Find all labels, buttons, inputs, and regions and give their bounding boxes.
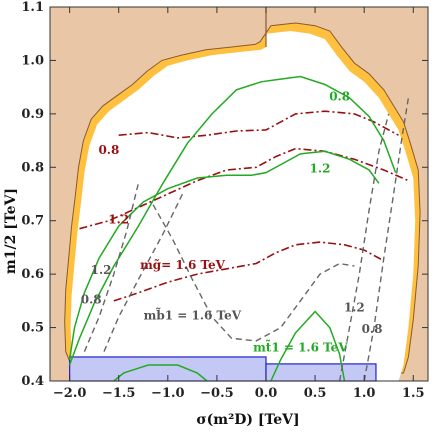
contour-label-9: 1.2 — [344, 301, 365, 315]
x-tick-label: 1.5 — [402, 386, 425, 401]
contour-gluino-0 — [118, 110, 399, 139]
contour-stop-5 — [113, 364, 208, 382]
contour-gluino-2 — [113, 241, 385, 302]
plot-frame — [49, 6, 429, 382]
x-tick-label: −1.5 — [102, 386, 136, 401]
y-tick-label: 1.1 — [21, 0, 44, 15]
y-tick-label: 0.5 — [21, 321, 44, 336]
y-tick-label: 0.7 — [21, 214, 44, 229]
contour-label-0: 0.8 — [98, 143, 119, 157]
y-tick-label: 0.8 — [21, 160, 44, 175]
allowed-region — [69, 31, 416, 381]
contour-gluino-1 — [79, 147, 409, 230]
contour-label-8: mb̃1 = 1.6 TeV — [144, 306, 242, 322]
x-tick-label: −0.5 — [200, 386, 234, 401]
x-axis-title: σ(m²D) [TeV] — [196, 412, 299, 428]
contour-label-5: mt̃1 = 1.6 TeV — [253, 338, 348, 354]
contour-stop-6 — [270, 310, 346, 382]
y-tick-label: 1.0 — [21, 53, 44, 68]
contour-stop-3 — [68, 75, 397, 366]
contour-label-4: 1.2 — [310, 162, 331, 176]
contour-label-3: 0.8 — [329, 90, 350, 104]
contour-label-2: mg̃= 1.6 TeV — [140, 258, 226, 272]
contour-sbottom-9 — [152, 204, 355, 342]
x-tick-label: 1.0 — [353, 386, 376, 401]
x-tick-label: −2.0 — [53, 386, 87, 401]
contour-sbottom-7 — [83, 183, 140, 352]
x-tick-label: 0.5 — [304, 386, 327, 401]
y-axis-title: m1/2 [TeV] — [3, 188, 19, 274]
y-tick-label: 0.9 — [21, 107, 44, 122]
contour-sbottom-11 — [363, 97, 410, 382]
contour-sbottom-8 — [103, 193, 184, 352]
contour-label-10: 0.8 — [362, 322, 383, 336]
contour-sbottom-10 — [338, 113, 390, 382]
y-tick-label: 0.4 — [21, 374, 44, 389]
axes: −2.0 −1.5 −1.0 −0.5 0.0 0.5 1.0 1.5 0.4 0.5 0.6 0.7… — [21, 0, 429, 401]
x-tick-label: −1.0 — [151, 386, 185, 401]
y-tick-label: 0.6 — [21, 267, 44, 282]
plot-area: 0.8 1.2 mg̃= 1.6 TeV 0.8 1.2 mt̃1 = 1.6 TeV 1.… — [50, 7, 428, 382]
contour-stop-4 — [68, 150, 380, 360]
blue-region-right — [265, 363, 377, 382]
contour-label-1: 1.2 — [108, 212, 129, 226]
x-tick-label: 0.0 — [255, 386, 278, 401]
contour-label-7: 0.8 — [81, 293, 102, 307]
contour-label-6: 1.2 — [91, 263, 112, 277]
